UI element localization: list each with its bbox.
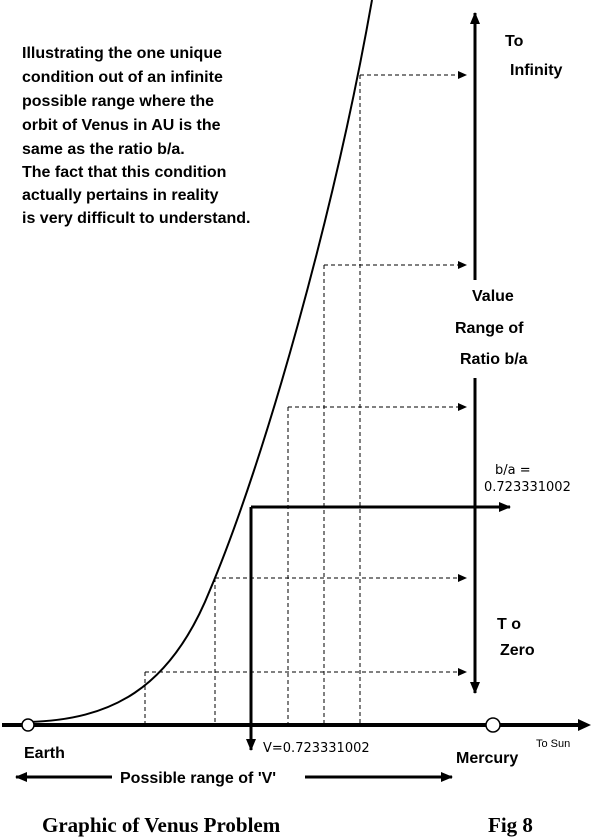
description-line: orbit of Venus in AU is the: [22, 117, 221, 134]
description-line: The fact that this condition: [22, 164, 226, 181]
description-line: condition out of an infinite: [22, 69, 223, 86]
ba-curve: [27, 0, 373, 723]
ba-equals-label: b/a =: [495, 463, 531, 478]
to-zero-t-label: T o: [497, 616, 521, 633]
earth-label: Earth: [24, 745, 65, 762]
to-label: To: [505, 33, 524, 50]
infinity-label: Infinity: [510, 62, 563, 79]
footer-fig: Fig 8: [488, 813, 533, 837]
mercury-label: Mercury: [456, 750, 518, 767]
ba-value-label: 0.723331002: [484, 480, 571, 495]
value-label: Value: [472, 288, 514, 305]
footer-title: Graphic of Venus Problem: [42, 813, 281, 837]
description-line: is very difficult to understand.: [22, 210, 250, 227]
description-block: Illustrating the one unique condition ou…: [22, 45, 250, 227]
description-line: same as the ratio b/a.: [22, 141, 185, 158]
possible-range-label: Possible range of 'V': [120, 770, 276, 787]
v-value-label: V=0.723331002: [263, 741, 370, 756]
description-line: possible range where the: [22, 93, 214, 110]
description-line: Illustrating the one unique: [22, 45, 222, 62]
axis-arrowhead: [578, 719, 591, 731]
ratio-ba-label: Ratio b/a: [460, 351, 528, 368]
zero-label: Zero: [500, 642, 535, 659]
to-sun-label: To Sun: [536, 738, 570, 750]
range-of-label: Range of: [455, 320, 524, 337]
mercury-marker: [485, 717, 501, 733]
description-line: actually pertains in reality: [22, 187, 219, 204]
earth-marker: [21, 718, 35, 732]
dashed-guides: [144, 71, 467, 725]
